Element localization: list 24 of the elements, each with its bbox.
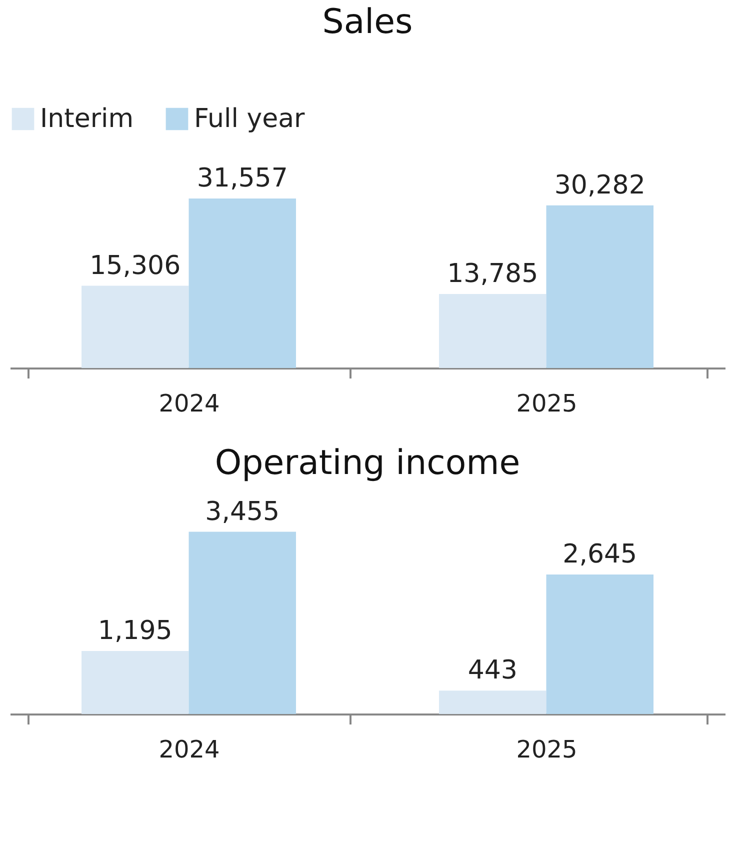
data-label: 3,455 — [205, 496, 280, 527]
bar — [439, 690, 546, 714]
bar — [188, 198, 296, 368]
chart-title: Sales — [322, 2, 413, 42]
data-label: 13,785 — [447, 258, 538, 289]
legend-label: Interim — [40, 104, 134, 134]
x-tick-label: 2024 — [158, 736, 220, 764]
data-label: 1,195 — [98, 616, 172, 646]
x-tick-label: 2025 — [516, 390, 578, 418]
data-label: 2,645 — [562, 540, 638, 570]
data-label: 30,282 — [554, 170, 646, 200]
legend-label: Full year — [194, 104, 306, 134]
chart-title: Operating income — [214, 442, 520, 483]
x-tick-label: 2024 — [158, 390, 220, 418]
x-tick-label: 2025 — [516, 736, 578, 764]
bar — [82, 286, 189, 368]
data-label: 443 — [468, 656, 518, 686]
data-label: 31,557 — [196, 164, 288, 194]
bar — [188, 532, 296, 714]
bar — [439, 294, 546, 368]
data-label: 15,306 — [90, 250, 181, 281]
bar — [546, 205, 654, 368]
bar — [546, 574, 654, 714]
bar — [82, 650, 189, 714]
